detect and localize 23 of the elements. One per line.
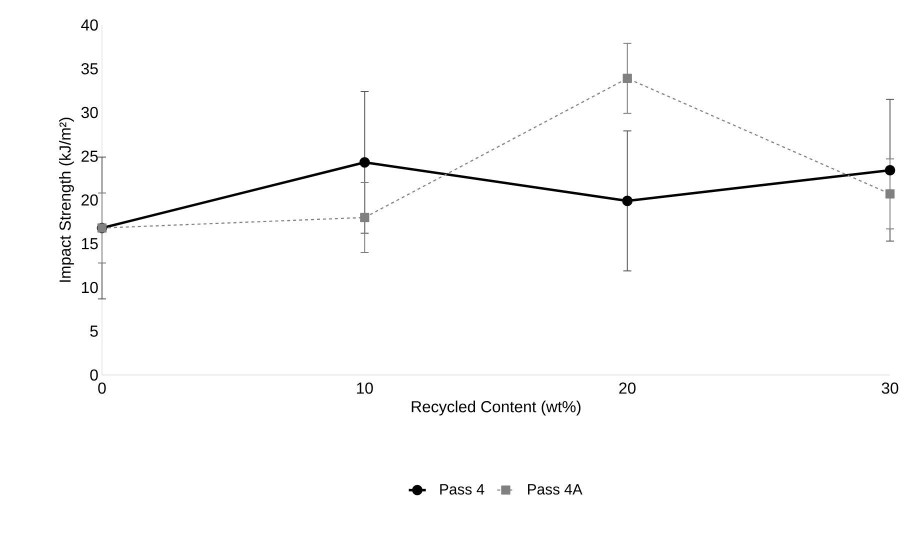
- y-tick-label: 20: [82, 194, 98, 206]
- legend-label: Pass 4A: [528, 484, 582, 495]
- point: [359, 157, 370, 168]
- y-tick-label: 0: [90, 369, 98, 381]
- x-tick-label: 20: [619, 382, 636, 394]
- point: [884, 165, 896, 176]
- x-axis-title: Recycled Content (wt%): [412, 400, 580, 416]
- y-tick-label: 40: [81, 19, 98, 31]
- y-tick-label: 10: [82, 282, 98, 294]
- x-tick-label: 30: [882, 382, 898, 394]
- point: [622, 196, 633, 206]
- y-tick-label: 35: [81, 63, 98, 74]
- x-tick-label: 0: [98, 382, 106, 394]
- legend-label: Pass 4: [440, 484, 484, 495]
- point: [885, 189, 895, 198]
- y-tick-label: 25: [82, 150, 98, 162]
- point: [622, 74, 632, 83]
- point: [360, 212, 370, 222]
- y-tick-label: 5: [90, 326, 98, 337]
- y-tick-label: 15: [82, 238, 98, 250]
- y-axis-title: Impact Strength (kJ/m²): [59, 118, 74, 282]
- x-tick-label: 10: [357, 382, 373, 394]
- y-tick-label: 30: [81, 106, 98, 118]
